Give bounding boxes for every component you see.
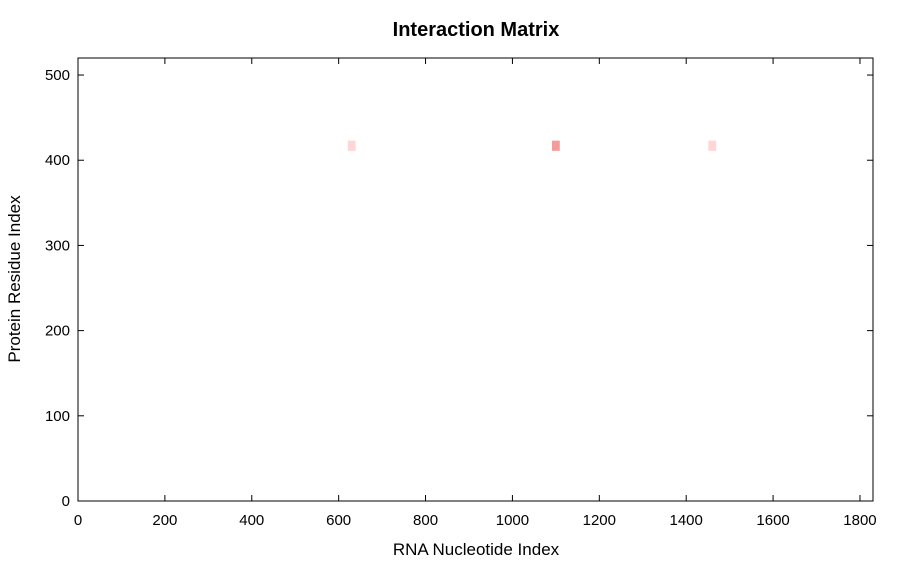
x-tick-label: 1400: [670, 512, 703, 529]
y-tick-label: 400: [45, 152, 70, 169]
x-tick-label: 600: [326, 512, 351, 529]
x-tick-label: 1200: [583, 512, 616, 529]
heatmap-cell-1: [551, 140, 560, 151]
y-tick-label: 200: [45, 323, 70, 340]
chart-title: Interaction Matrix: [393, 19, 560, 41]
x-tick-label: 800: [413, 512, 438, 529]
heatmap-cell-2: [708, 140, 717, 151]
y-tick-label: 300: [45, 237, 70, 254]
x-tick-label: 1800: [843, 512, 876, 529]
x-tick-label: 200: [152, 512, 177, 529]
x-tick-label: 0: [74, 512, 82, 529]
heatmap-cells: [347, 140, 717, 151]
y-axis-label: Protein Residue Index: [5, 195, 24, 363]
x-tick-label: 400: [239, 512, 264, 529]
x-tick-label: 1000: [496, 512, 529, 529]
x-axis-label: RNA Nucleotide Index: [393, 540, 560, 559]
plot-area-frame: [77, 57, 874, 502]
y-tick-label: 500: [45, 67, 70, 84]
y-tick-label: 100: [45, 408, 70, 425]
y-tick-label: 0: [62, 493, 70, 510]
heatmap-cell-0: [347, 140, 356, 151]
axis-ticks: 0 200 400 600 800 1000 1200 1400 1600 1800 0 100 200…: [45, 58, 877, 529]
x-tick-label: 1600: [756, 512, 789, 529]
